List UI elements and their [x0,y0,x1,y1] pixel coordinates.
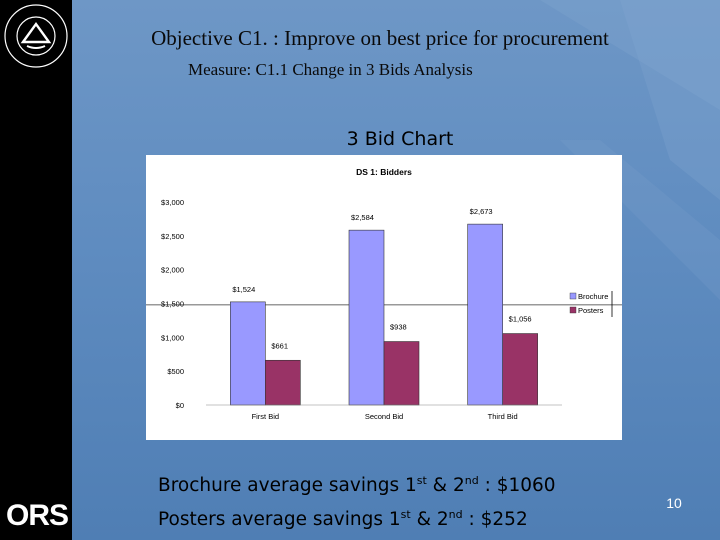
brochure-savings-note: Brochure average savings 1st & 2nd : $10… [158,474,556,497]
chart-caption: 3 Bid Chart [346,128,454,150]
y-tick-label: $2,500 [161,232,184,241]
ors-logo: ORS [6,499,69,532]
bar-posters-1 [265,359,301,406]
legend-swatch-brochure [569,292,577,300]
bar-posters-2 [383,341,420,406]
y-tick-label: $1,500 [161,300,184,309]
x-tick-label: Third Bid [488,412,518,421]
y-tick-label: $0 [176,401,184,410]
slide-title: Objective C1. : Improve on best price fo… [151,26,609,50]
data-label: $1,524 [232,285,255,294]
bar-brochure-1 [230,301,266,406]
bar-brochure-3 [467,223,503,406]
x-tick-label: Second Bid [365,412,403,421]
data-label: $661 [271,341,288,350]
slide-subtitle: Measure: C1.1 Change in 3 Bids Analysis [188,60,473,79]
chart-area: DS 1: Bidders $0 $500 $1,000 $1,500 $2,000 $2,… [146,155,622,440]
left-sidebar: ORS [0,0,72,540]
data-label: $938 [390,323,407,332]
y-tick-label: $3,000 [161,198,184,207]
data-label: $2,584 [351,213,374,222]
savings-notes: Brochure average savings 1st & 2nd : $10… [158,466,556,534]
chart-title: DS 1: Bidders [356,167,412,177]
nih-seal-icon [4,4,68,68]
posters-savings-note: Posters average savings 1st & 2nd : $252 [158,508,528,531]
legend-label-posters: Posters [578,306,604,315]
page-number: 10 [666,495,682,511]
y-tick-label: $2,000 [161,266,184,275]
y-tick-label: $500 [167,367,184,376]
y-tick-label: $1,000 [161,333,184,342]
data-label: $1,056 [509,315,532,324]
bar-chart: DS 1: Bidders $0 $500 $1,000 $1,500 $2,000 $2,… [146,167,622,421]
legend-swatch-posters [569,306,577,314]
bar-posters-3 [502,333,538,406]
data-label: $2,673 [470,207,493,216]
legend-label-brochure: Brochure [578,292,608,301]
bar-brochure-2 [348,229,385,406]
x-tick-label: First Bid [252,412,280,421]
